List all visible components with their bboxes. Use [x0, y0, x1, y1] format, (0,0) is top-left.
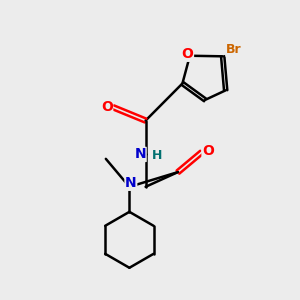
- Text: N: N: [125, 176, 137, 190]
- Text: N: N: [134, 147, 146, 161]
- Text: O: O: [182, 47, 194, 61]
- Text: O: O: [202, 144, 214, 158]
- Text: H: H: [152, 149, 162, 162]
- Text: Br: Br: [226, 43, 242, 56]
- Text: O: O: [101, 100, 113, 114]
